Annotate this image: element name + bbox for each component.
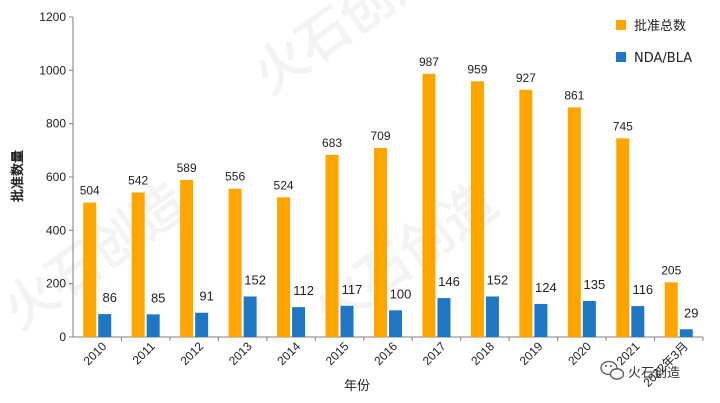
bar-nda-bla — [389, 310, 402, 337]
y-tick-label: 0 — [59, 330, 66, 344]
legend-swatch-total — [616, 20, 626, 30]
data-label-nda-bla: 29 — [684, 305, 698, 320]
bar-nda-bla — [146, 314, 160, 337]
data-label-total: 524 — [274, 178, 294, 192]
legend-label-nda-bla: NDA/BLA — [634, 51, 692, 66]
data-label-nda-bla: 85 — [151, 290, 165, 305]
wechat-watermark-text: 火石创造 — [628, 366, 680, 381]
data-label-total: 556 — [225, 170, 245, 184]
bar-total — [519, 89, 533, 337]
legend-swatch-nda-bla — [616, 52, 626, 62]
bar-nda-bla — [437, 298, 451, 337]
bar-nda-bla — [631, 306, 645, 337]
data-label-total: 504 — [80, 184, 100, 198]
data-label-nda-bla: 116 — [632, 282, 653, 297]
data-label-total: 987 — [419, 55, 439, 69]
data-label-nda-bla: 86 — [102, 290, 116, 305]
bar-nda-bla — [195, 312, 209, 337]
wechat-watermark: 火石创造 — [600, 360, 680, 381]
plot-area: 0 200 400 600 800 1000 1200 504 86 2010 542 85 2011 5… — [39, 10, 704, 390]
bar-nda-bla — [98, 314, 112, 337]
bar-nda-bla — [292, 307, 306, 337]
data-label-nda-bla: 152 — [244, 272, 266, 287]
bar-total — [616, 138, 630, 337]
x-tick-label: 2010 — [81, 339, 110, 368]
bar-total — [131, 192, 145, 337]
x-tick-label: 2014 — [274, 339, 303, 368]
data-label-total: 927 — [516, 71, 536, 85]
data-label-total: 589 — [177, 161, 197, 175]
bar-nda-bla — [582, 301, 596, 337]
y-tick-label: 1200 — [39, 10, 66, 24]
data-label-total: 861 — [564, 88, 584, 102]
legend: 批准总数 NDA/BLA — [616, 19, 692, 66]
x-tick-label: 2015 — [323, 339, 352, 368]
x-tick-label: 2012 — [177, 339, 206, 368]
data-label-total: 959 — [467, 62, 487, 76]
bar-total — [422, 73, 436, 338]
y-tick-label: 600 — [46, 170, 66, 184]
data-label-nda-bla: 100 — [390, 286, 412, 301]
data-label-total: 683 — [322, 136, 342, 150]
bar-total — [325, 154, 339, 337]
x-tick-label: 2011 — [130, 339, 158, 367]
x-tick-label: 2018 — [468, 339, 497, 368]
data-label-nda-bla: 112 — [293, 283, 314, 298]
x-tick-label: 2017 — [420, 339, 449, 368]
bar-total — [470, 81, 484, 338]
x-tick-label: 2013 — [226, 339, 255, 368]
bar-nda-bla — [534, 303, 548, 337]
data-label-nda-bla: 117 — [342, 282, 363, 297]
wechat-icon — [600, 360, 625, 380]
bar-nda-bla — [485, 296, 499, 337]
bar-nda-bla — [679, 329, 693, 337]
data-label-nda-bla: 146 — [438, 274, 460, 289]
y-tick-label: 400 — [46, 223, 66, 237]
y-tick-label: 1000 — [39, 63, 66, 77]
y-axis-title: 批准数量 — [10, 150, 26, 202]
bar-nda-bla — [340, 305, 354, 337]
y-tick-label: 200 — [46, 277, 66, 291]
bar-total — [567, 107, 581, 338]
watermark-logo-text: 火石创造 — [243, 0, 448, 106]
legend-label-total: 批准总数 — [634, 19, 686, 34]
x-axis-title: 年份 — [344, 379, 370, 394]
data-label-nda-bla: 135 — [583, 277, 605, 292]
x-tick-label: 2016 — [371, 339, 400, 368]
bar-total — [228, 188, 242, 337]
bar-total — [664, 282, 678, 337]
data-label-nda-bla: 91 — [199, 289, 213, 304]
x-tick-label: 2019 — [517, 339, 546, 368]
data-label-total: 205 — [661, 263, 681, 277]
y-tick-label: 800 — [46, 117, 66, 131]
data-label-total: 542 — [128, 173, 148, 187]
data-label-nda-bla: 124 — [535, 280, 557, 295]
data-label-total: 745 — [613, 119, 633, 133]
bar-total — [277, 197, 291, 337]
bar-total — [374, 147, 387, 337]
x-tick-label: 2020 — [565, 339, 594, 368]
bar-total — [180, 179, 194, 337]
bar-total — [83, 202, 97, 337]
data-label-nda-bla: 152 — [487, 272, 509, 287]
data-label-total: 709 — [370, 129, 390, 143]
bar-nda-bla — [243, 296, 257, 337]
x-tick-label: 2022年3月 — [640, 339, 690, 389]
x-tick-label: 2021 — [614, 339, 643, 368]
